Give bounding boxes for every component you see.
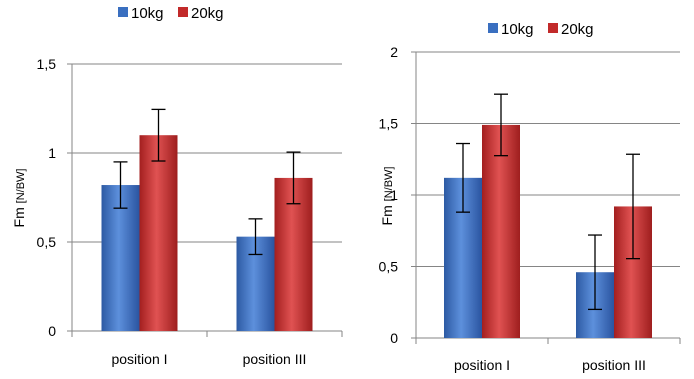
chart-2-y-tick-label: 2: [390, 44, 398, 60]
chart-1-bar-10kg-1: [101, 185, 140, 331]
chart-2-y-tick-label: 1: [390, 187, 398, 203]
chart-1-legend-swatch-20kg: [178, 7, 188, 17]
chart-1-y-tick-label: 1,5: [37, 56, 57, 72]
chart-2-y-tick-label: 0: [390, 330, 398, 346]
chart-2-y-axis-label: Fm [N/BW]: [379, 167, 395, 226]
chart-2-category-label: position I: [454, 357, 510, 373]
chart-1: 0 0,5 1 1,5 position I position III Fm [N/BW] 1…: [11, 5, 343, 367]
chart-2-y-tick-label: 0,5: [379, 259, 399, 275]
chart-2-y-axis-label-main: Fm: [379, 201, 395, 225]
chart-2-category-label: position III: [582, 357, 646, 373]
chart-2-legend-swatch-20kg: [548, 23, 558, 33]
chart-2-y-tick-label: 1,5: [379, 116, 399, 132]
chart-2-y-axis-label-unit: [N/BW]: [383, 167, 395, 202]
chart-1-legend-swatch-10kg: [118, 7, 128, 17]
chart-1-y-tick-label: 0: [48, 323, 56, 339]
chart-1-y-tick-label: 0,5: [37, 234, 57, 250]
chart-2-legend-label-10kg: 10kg: [501, 21, 534, 38]
chart-1-category-label: position I: [111, 351, 167, 367]
chart-1-y-axis-label: Fm [N/BW]: [11, 169, 27, 228]
chart-2-legend-swatch-10kg: [488, 23, 498, 33]
chart-2-legend-label-20kg: 20kg: [561, 21, 594, 38]
chart-1-y-tick-label: 1: [48, 145, 56, 161]
chart-1-legend-label-10kg: 10kg: [131, 5, 164, 22]
chart-2: 0 0,5 1 1,5 2 position I position III Fm [N/BW]…: [379, 21, 681, 373]
chart-1-legend-label-20kg: 20kg: [191, 5, 224, 22]
chart-2-bar-20kg-1: [482, 124, 520, 339]
chart-1-bar-20kg-1: [139, 135, 178, 331]
chart-1-category-label: position III: [243, 351, 307, 367]
chart-1-y-axis-label-unit: [N/BW]: [15, 169, 27, 204]
chart-1-y-axis-label-main: Fm: [11, 203, 27, 227]
